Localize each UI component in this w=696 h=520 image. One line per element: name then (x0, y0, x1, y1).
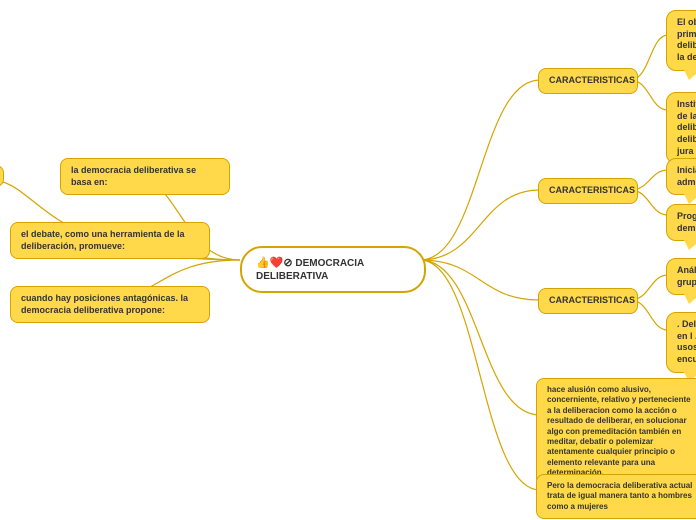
car2-sub2[interactable]: Programas de dem (666, 204, 696, 241)
left-stub (0, 165, 4, 187)
caracteristicas-2[interactable]: CARACTERISTICAS (538, 178, 638, 204)
left-node-2-label: el debate, como una herramienta de la de… (21, 229, 185, 251)
car2-sub1-label: Iniciativas de adm (677, 165, 696, 187)
caracteristicas-1[interactable]: CARACTERISTICAS (538, 68, 638, 94)
car1-sub2[interactable]: Instituciones de la encuestas deliberati… (666, 92, 696, 164)
car1-sub1[interactable]: El objetivo primordial deliberativa es l… (666, 10, 696, 71)
left-node-2[interactable]: el debate, como una herramienta de la de… (10, 222, 210, 259)
long1-label: hace alusión como alusivo, concerniente,… (547, 385, 691, 477)
car3-sub2[interactable]: . Deliberación en l . Nuevos usos de las… (666, 312, 696, 373)
left-node-3[interactable]: cuando hay posiciones antagónicas. la de… (10, 286, 210, 323)
long2-label: Pero la democracia deliberativa actual t… (547, 481, 692, 511)
caracteristicas-3[interactable]: CARACTERISTICAS (538, 288, 638, 314)
car3-sub2-label: . Deliberación en l . Nuevos usos de las… (677, 319, 696, 364)
center-node[interactable]: 👍❤️⊘ DEMOCRACIA DELIBERATIVA (240, 246, 426, 293)
car1-label: CARACTERISTICAS (549, 75, 635, 85)
long-node-2[interactable]: Pero la democracia deliberativa actual t… (536, 474, 696, 519)
car2-sub1[interactable]: Iniciativas de adm (666, 158, 696, 195)
car1-sub1-label: El objetivo primordial deliberativa es l… (677, 17, 696, 62)
center-icons: 👍❤️⊘ (256, 257, 293, 269)
left-node-3-label: cuando hay posiciones antagónicas. la de… (21, 293, 188, 315)
car3-label: CARACTERISTICAS (549, 295, 635, 305)
car2-label: CARACTERISTICAS (549, 185, 635, 195)
car1-sub2-label: Instituciones de la encuestas deliberati… (677, 99, 696, 156)
long-node-1[interactable]: hace alusión como alusivo, concerniente,… (536, 378, 696, 486)
left-node-1[interactable]: la democracia deliberativa se basa en: (60, 158, 230, 195)
car3-sub1[interactable]: Análisis de grupo políticas (666, 258, 696, 295)
car3-sub1-label: Análisis de grupo políticas (677, 265, 696, 287)
left-node-1-label: la democracia deliberativa se basa en: (71, 165, 196, 187)
car2-sub2-label: Programas de dem (677, 211, 696, 233)
